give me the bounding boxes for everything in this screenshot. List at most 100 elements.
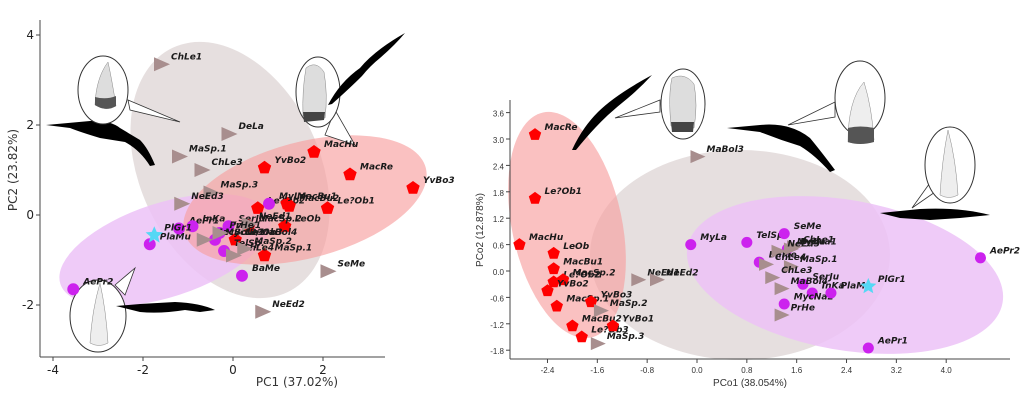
- data-point-red-pentagon: [278, 219, 292, 232]
- point-label: MyLa: [700, 233, 727, 243]
- data-point-red-pentagon: [251, 201, 265, 214]
- pca-plot-left: -4 -2 0 2 4 2 0 -2 PC1 (37.02%) PC2 (23.82%) Ma…: [6, 20, 455, 389]
- y-tick-label: -2: [22, 298, 34, 312]
- data-point-purple-circle: [685, 239, 697, 251]
- data-point-grey-triangle: [241, 217, 258, 231]
- data-point-grey-triangle: [759, 257, 775, 271]
- pcoa-plot-right: -2.4 -1.6 -0.8 0.0 0.8 1.6 2.4 3.2 4.0 3.6 3.0 2.4 1…: [475, 60, 1020, 389]
- point-label: MaSp.1: [275, 244, 313, 254]
- point-label: MacBol3/MaBol4: [214, 228, 297, 238]
- data-point-purple-circle: [222, 220, 235, 233]
- crocodile-silhouette-icon: [328, 33, 405, 105]
- point-label: PrHe: [791, 304, 815, 314]
- data-point-purple-circle: [974, 252, 986, 264]
- x-tick-label: -1.6: [590, 366, 604, 375]
- data-point-red-pentagon: [556, 273, 570, 286]
- point-label: DeLa: [239, 122, 264, 132]
- y-tick-label: 4: [26, 28, 34, 42]
- point-label: MacBu1: [563, 257, 603, 267]
- data-point-red-pentagon: [406, 181, 420, 194]
- point-label: PlGr1: [164, 223, 192, 233]
- data-point-grey-triangle: [771, 244, 787, 258]
- point-label: MacSp.2: [259, 214, 302, 224]
- point-label: Le?Ob3: [245, 228, 282, 238]
- point-label: MaSp.2: [610, 299, 648, 309]
- tooth-callout-icon: [77, 55, 181, 125]
- data-point-red-pentagon: [307, 145, 321, 158]
- point-label: TelSp.: [756, 231, 787, 241]
- axes-left: [39, 20, 385, 358]
- data-point-red-pentagon: [343, 167, 357, 181]
- point-label: InKa: [822, 282, 845, 292]
- data-point-purple-circle: [67, 283, 80, 296]
- point-label: YvBo1: [622, 315, 654, 325]
- point-label: NeEd1: [259, 212, 292, 222]
- y-tick-label: -0.6: [490, 294, 504, 303]
- point-label: MaSp.1: [800, 255, 838, 265]
- point-label: SeMe: [338, 259, 366, 269]
- point-label: SerJu: [239, 214, 266, 224]
- y-tick-label: 2.4: [493, 162, 505, 171]
- point-label: DeLa: [800, 238, 825, 248]
- points-left: MacHuMacReYvBo3YvBo2Le?Ob2MacBu1MacBu2Le…: [67, 52, 455, 319]
- data-point-red-pentagon: [550, 299, 563, 312]
- x-tick-label: 0.0: [691, 366, 703, 375]
- data-point-red-pentagon: [228, 232, 242, 246]
- data-point-red-pentagon: [257, 160, 272, 174]
- point-label: InKa: [203, 214, 226, 224]
- y-axis-title: PCo2 (12.878%): [475, 193, 486, 267]
- point-label: MaSp.3: [221, 181, 259, 191]
- tooth-callout-icon: [295, 56, 356, 146]
- data-point-red-pentagon: [528, 191, 542, 204]
- x-tick-label: 3.2: [891, 366, 903, 375]
- y-tick-label: -1.2: [490, 321, 504, 330]
- point-label: ChLe1: [803, 235, 834, 245]
- point-label: MycNa1: [225, 228, 265, 238]
- data-point-red-pentagon: [282, 199, 296, 212]
- data-point-purple-circle: [778, 228, 790, 240]
- y-tick-label: 3.0: [493, 136, 505, 145]
- point-label: YvBo2: [557, 279, 589, 289]
- point-label: LeOb: [563, 242, 589, 252]
- data-point-red-pentagon: [575, 330, 588, 343]
- point-label: MaSp.3: [607, 332, 645, 342]
- crocodile-silhouette-icon: [46, 120, 155, 166]
- y-tick-label: -1.8: [490, 347, 504, 356]
- data-point-purple-circle: [806, 287, 818, 299]
- y-tick-label: 2: [26, 118, 34, 132]
- point-label: TelSp.: [234, 239, 265, 249]
- crocodile-silhouette-icon: [572, 75, 652, 150]
- data-point-grey-triangle: [154, 57, 170, 72]
- point-label: MacRe: [545, 123, 578, 133]
- ticks-left: -4 -2 0 2 4 2 0 -2: [22, 28, 327, 377]
- data-point-grey-triangle: [174, 196, 191, 211]
- x-tick-label: 0: [229, 363, 237, 377]
- point-label: YvBo3: [423, 176, 455, 186]
- x-tick-label: -0.8: [640, 366, 654, 375]
- point-label: MycNa2: [794, 293, 834, 303]
- data-point-red-pentagon: [547, 275, 560, 288]
- data-point-grey-triangle: [194, 163, 211, 177]
- x-tick-label: -2.4: [541, 366, 555, 375]
- data-point-purple-circle: [862, 342, 874, 354]
- point-label: MaSp.2: [254, 237, 292, 247]
- data-point-grey-triangle: [631, 273, 647, 287]
- data-point-grey-triangle: [774, 282, 790, 296]
- point-label: MacBu1: [297, 192, 337, 202]
- point-label: PrHe: [230, 221, 254, 231]
- data-point-red-pentagon: [513, 238, 526, 250]
- point-label: ChLe3: [212, 158, 243, 168]
- data-point-purple-circle: [143, 238, 156, 251]
- point-label: MacHu: [529, 233, 564, 243]
- red-ellipse: [508, 111, 626, 339]
- x-tick-label: 4.0: [941, 366, 953, 375]
- point-label: NeEd1: [647, 268, 680, 278]
- point-label: MacHu: [324, 140, 359, 150]
- data-point-red-pentagon: [257, 248, 272, 262]
- point-label: MyLa: [279, 192, 306, 202]
- group-ellipses-right: [508, 111, 1004, 360]
- data-point-red-pentagon: [547, 246, 560, 259]
- y-tick-label: 0.6: [493, 242, 505, 251]
- data-point-red-pentagon: [584, 295, 598, 308]
